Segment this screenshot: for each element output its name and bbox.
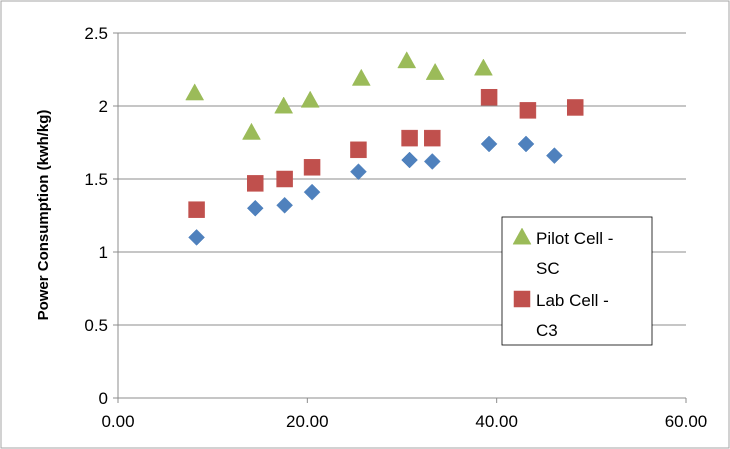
legend-square-icon [513,290,531,308]
x-tick-label: 20.00 [286,412,329,431]
triangle-point [185,83,205,101]
square-point [276,170,293,188]
y-tick-label: 0.5 [84,316,108,335]
diamond-point [423,153,441,170]
square-point [519,102,537,119]
square-point [247,175,264,192]
legend-label: Pilot Cell - [536,229,613,248]
legend: Pilot Cell - SC Lab Cell - C3 [501,216,653,346]
square-point [401,129,418,147]
triangle-point [425,62,445,80]
square-point [188,201,205,218]
y-tick-label: 0 [99,389,108,408]
y-tick-label: 1 [99,243,108,262]
legend-triangle-icon [512,227,532,245]
triangle-point [351,68,371,86]
square-point [424,129,441,147]
x-tick-label: 60.00 [665,412,708,431]
legend-label: C3 [536,321,558,340]
triangle-point [242,122,261,140]
diamond-point [401,151,418,169]
legend-label: Lab Cell - [536,291,609,310]
diamond-point [246,199,264,217]
square-point [480,88,498,106]
diamond-point [546,147,563,164]
triangle-point [397,51,417,69]
diamond-point [188,229,205,246]
y-axis-title: Power Consumption (kwh/kg) [35,110,52,321]
y-tick-label: 1.5 [84,170,108,189]
triangle-point [300,90,320,108]
axes [113,32,687,403]
diamond-point [517,135,535,153]
square-point [303,159,321,176]
triangle-point [274,96,294,114]
square-point [566,99,584,116]
diamond-point [350,163,367,181]
legend-label: SC [536,259,560,278]
y-tick-label: 2.5 [84,24,108,43]
x-tick-label: 0.00 [101,412,134,431]
x-tick-label: 40.00 [475,412,518,431]
data-points [185,51,584,246]
tick-labels: 0 0.5 1 1.5 2 2.5 0.00 20.00 40.00 60.00 [84,24,707,431]
diamond-point [480,135,498,153]
diamond-point [303,183,321,201]
y-tick-label: 2 [99,97,108,116]
square-point [350,141,367,159]
diamond-point [276,196,293,214]
triangle-point [473,58,493,76]
